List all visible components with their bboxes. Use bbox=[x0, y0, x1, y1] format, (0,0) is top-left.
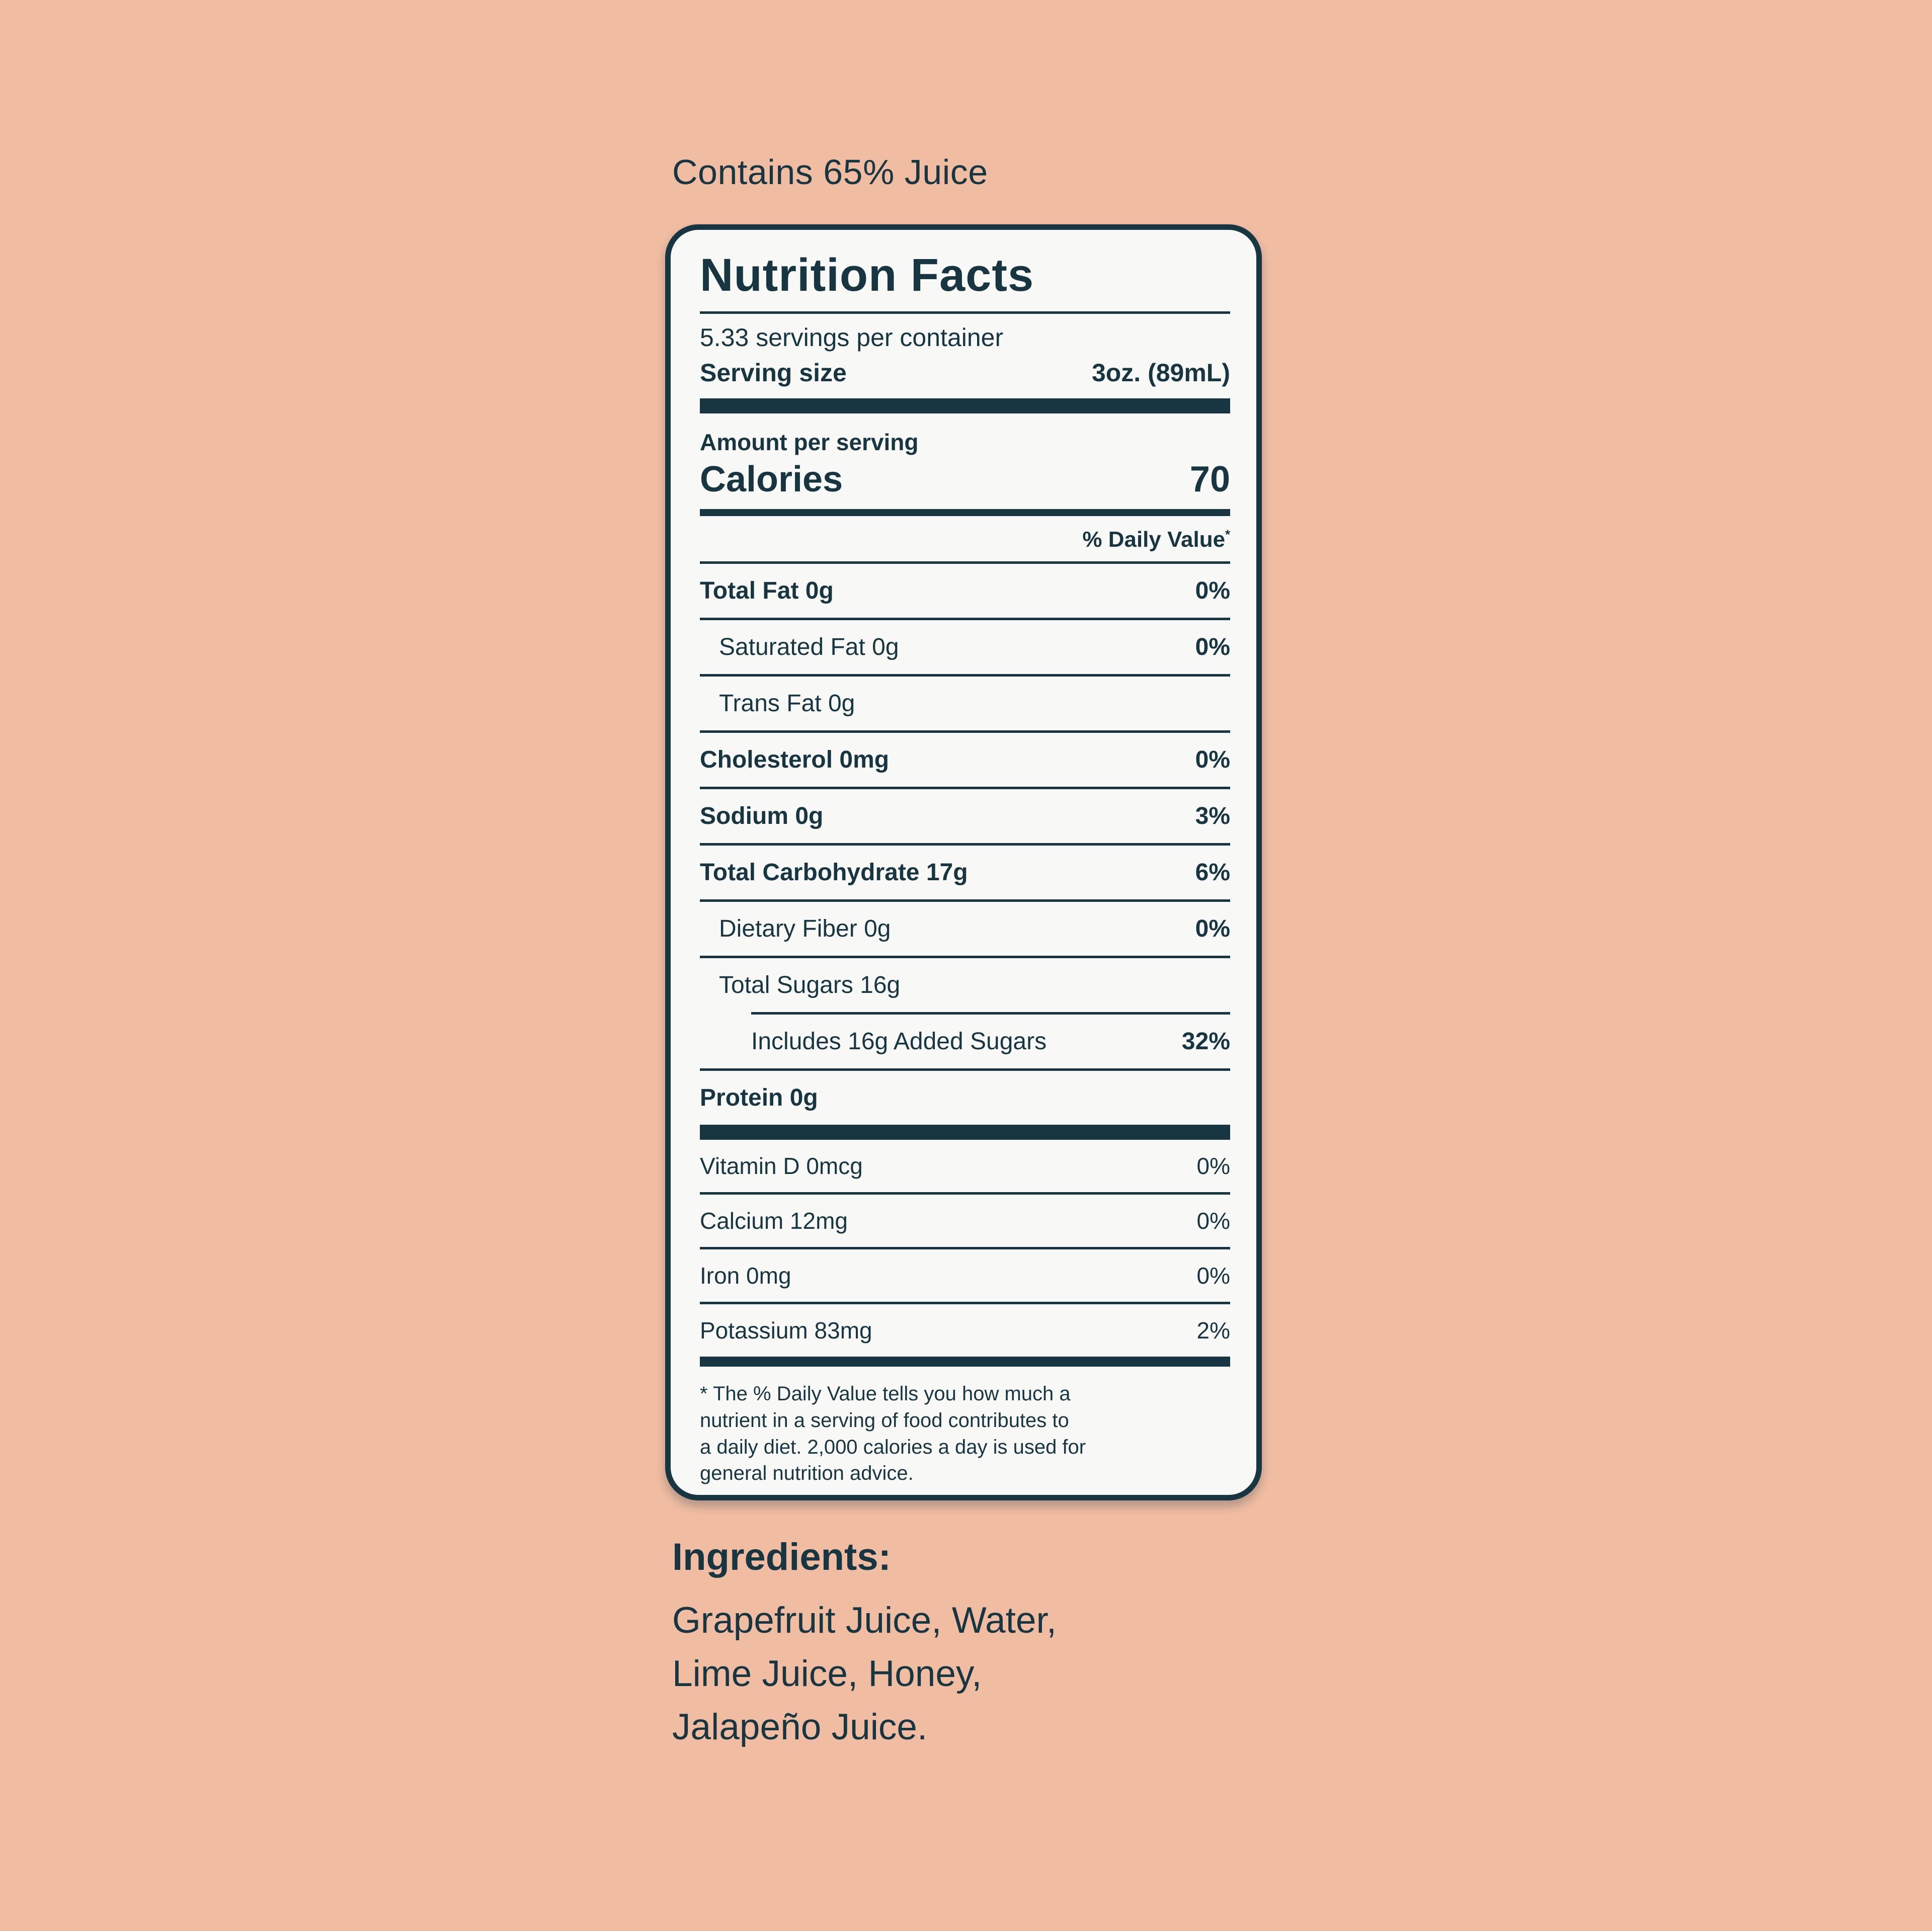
nutrient-row-saturated-fat: Saturated Fat 0g 0% bbox=[700, 620, 1230, 677]
nutrient-row-cholesterol: Cholesterol 0mg 0% bbox=[700, 733, 1230, 789]
ingredients-heading: Ingredients: bbox=[672, 1536, 891, 1578]
nutrient-value: 2% bbox=[1196, 1317, 1230, 1344]
daily-value-header-text: % Daily Value bbox=[1082, 527, 1226, 552]
calories-value: 70 bbox=[1189, 459, 1230, 499]
nutrient-value: 32% bbox=[1181, 1028, 1230, 1055]
nutrient-label: Vitamin D 0mcg bbox=[700, 1153, 863, 1179]
title-divider bbox=[700, 311, 1230, 314]
nutrition-facts-panel: Nutrition Facts 5.33 servings per contai… bbox=[665, 224, 1262, 1500]
serving-size-row: Serving size 3oz. (89mL) bbox=[700, 356, 1230, 398]
nutrient-label: Cholesterol 0mg bbox=[700, 746, 890, 773]
nutrient-label: Saturated Fat 0g bbox=[719, 634, 899, 660]
nutrient-label: Potassium 83mg bbox=[700, 1317, 872, 1344]
nutrient-value: 3% bbox=[1195, 803, 1230, 829]
nutrient-label: Total Carbohydrate 17g bbox=[700, 859, 968, 886]
nutrient-row-total-sugars: Total Sugars 16g bbox=[700, 958, 1230, 1012]
servings-per-container: 5.33 servings per container bbox=[700, 323, 1004, 352]
contains-juice-text: Contains 65% Juice bbox=[672, 152, 988, 192]
nutrient-label: Trans Fat 0g bbox=[719, 690, 855, 717]
daily-value-divider bbox=[700, 561, 1230, 564]
ingredients-line: Jalapeño Juice. bbox=[672, 1706, 928, 1747]
nutrient-value: 0% bbox=[1195, 915, 1230, 942]
micro-row-calcium: Calcium 12mg 0% bbox=[700, 1195, 1230, 1249]
amount-per-serving-label: Amount per serving bbox=[700, 429, 919, 455]
nutrient-row-added-sugars: Includes 16g Added Sugars 32% bbox=[700, 1015, 1230, 1071]
thick-divider-protein bbox=[700, 1125, 1230, 1140]
calories-row: Calories 70 bbox=[700, 456, 1230, 509]
ingredients-line: Lime Juice, Honey, bbox=[672, 1653, 982, 1694]
serving-size-label: Serving size bbox=[700, 359, 847, 387]
nutrition-facts-title: Nutrition Facts bbox=[700, 249, 1034, 301]
nutrient-label: Protein 0g bbox=[700, 1084, 818, 1111]
nutrient-label: Includes 16g Added Sugars bbox=[751, 1028, 1047, 1055]
nutrient-label: Calcium 12mg bbox=[700, 1208, 848, 1234]
nutrient-label: Total Fat 0g bbox=[700, 577, 834, 604]
nutrient-row-sodium: Sodium 0g 3% bbox=[700, 789, 1230, 846]
nutrient-value: 0% bbox=[1196, 1263, 1230, 1289]
daily-value-footnote: * The % Daily Value tells you how much a… bbox=[700, 1383, 1086, 1485]
nutrient-value: 0% bbox=[1195, 634, 1230, 660]
serving-size-value: 3oz. (89mL) bbox=[1091, 359, 1230, 387]
ingredients-section: Ingredients: Grapefruit Juice, Water, Li… bbox=[672, 1535, 1057, 1754]
nutrient-label: Sodium 0g bbox=[700, 803, 824, 829]
micro-row-potassium: Potassium 83mg 2% bbox=[700, 1304, 1230, 1357]
ingredients-line: Grapefruit Juice, Water, bbox=[672, 1600, 1057, 1641]
micro-row-iron: Iron 0mg 0% bbox=[700, 1249, 1230, 1304]
nutrient-row-total-carbohydrate: Total Carbohydrate 17g 6% bbox=[700, 846, 1230, 902]
micro-row-vitamin-d: Vitamin D 0mcg 0% bbox=[700, 1140, 1230, 1195]
thick-divider-bottom bbox=[700, 1357, 1230, 1367]
nutrient-row-protein: Protein 0g bbox=[700, 1071, 1230, 1125]
nutrient-value: 0% bbox=[1196, 1208, 1230, 1234]
nutrient-value: 0% bbox=[1196, 1153, 1230, 1179]
daily-value-header: % Daily Value* bbox=[700, 516, 1230, 561]
nutrient-label: Iron 0mg bbox=[700, 1263, 791, 1289]
thick-divider-top bbox=[700, 398, 1230, 413]
nutrient-row-trans-fat: Trans Fat 0g bbox=[700, 677, 1230, 733]
calories-label: Calories bbox=[700, 459, 843, 499]
medium-divider-calories bbox=[700, 509, 1230, 516]
daily-value-asterisk: * bbox=[1225, 528, 1230, 542]
nutrient-row-total-fat: Total Fat 0g 0% bbox=[700, 564, 1230, 620]
nutrient-value: 0% bbox=[1195, 746, 1230, 773]
nutrient-label: Dietary Fiber 0g bbox=[719, 915, 891, 942]
nutrient-value: 0% bbox=[1195, 577, 1230, 604]
nutrient-label: Total Sugars 16g bbox=[719, 972, 901, 998]
nutrient-row-dietary-fiber: Dietary Fiber 0g 0% bbox=[700, 902, 1230, 958]
micronutrient-section: Vitamin D 0mcg 0% Calcium 12mg 0% Iron 0… bbox=[700, 1140, 1230, 1357]
nutrient-value: 6% bbox=[1195, 859, 1230, 886]
total-sugars-indented-divider bbox=[751, 1012, 1230, 1015]
